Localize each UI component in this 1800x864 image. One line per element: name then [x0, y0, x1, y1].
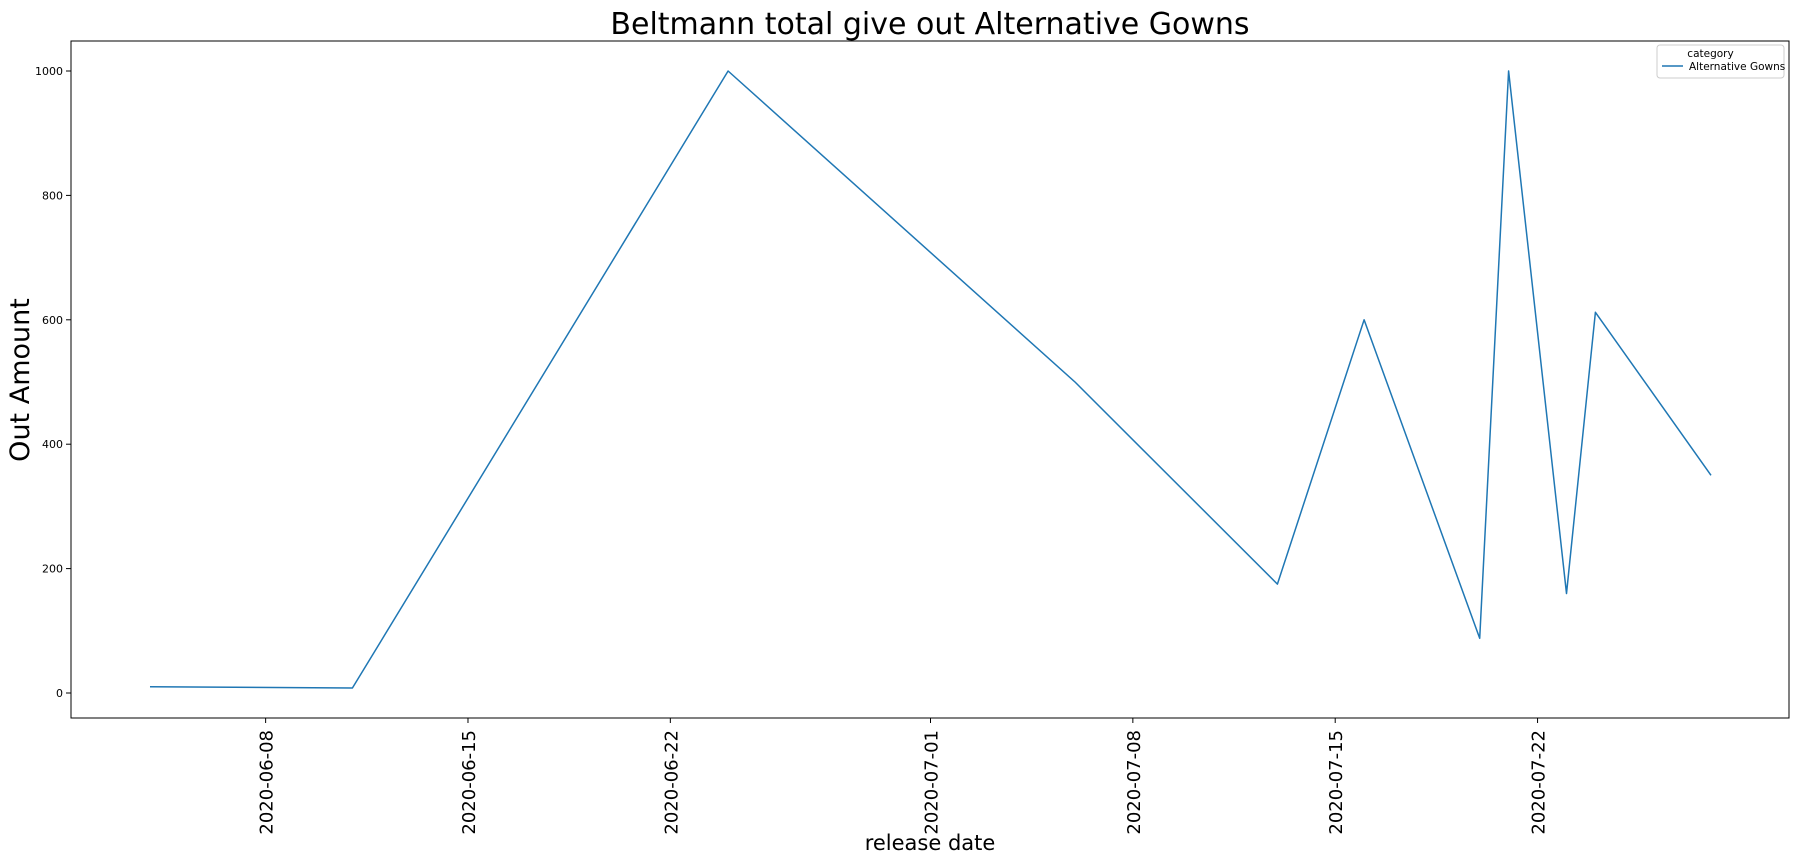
y-tick-label: 600: [42, 314, 63, 327]
y-axis: 0 200 400 600 800 1000: [35, 65, 71, 700]
legend: category Alternative Gowns: [1656, 44, 1785, 79]
legend-title: category: [1687, 48, 1733, 60]
series-line-alternative-gowns: [149, 70, 1712, 689]
plot-frame: [70, 40, 1790, 719]
y-tick-label: 0: [56, 687, 63, 700]
x-axis-label: release date: [865, 831, 996, 855]
y-tick-label: 1000: [35, 65, 63, 78]
x-axis: 2020-06-08 2020-06-15 2020-06-22 2020-07-01…: [257, 718, 1550, 835]
y-tick-label: 200: [42, 563, 63, 576]
x-tick-label: 2020-07-01: [922, 730, 943, 835]
series-layer: [149, 70, 1712, 689]
x-tick-label: 2020-07-08: [1124, 730, 1145, 835]
legend-box: [1656, 44, 1785, 79]
x-tick-label: 2020-06-08: [257, 730, 278, 835]
plot-area: [70, 40, 1790, 719]
x-tick-label: 2020-06-15: [459, 730, 480, 835]
legend-entry: Alternative Gowns: [1689, 61, 1785, 73]
y-tick-label: 800: [42, 189, 63, 202]
x-tick-label: 2020-07-15: [1326, 730, 1347, 835]
x-tick-label: 2020-07-22: [1529, 730, 1550, 835]
y-tick-label: 400: [42, 438, 63, 451]
x-tick-label: 2020-06-22: [661, 730, 682, 835]
chart-title: Beltmann total give out Alternative Gown…: [610, 7, 1249, 42]
y-axis-label: Out Amount: [5, 298, 36, 462]
